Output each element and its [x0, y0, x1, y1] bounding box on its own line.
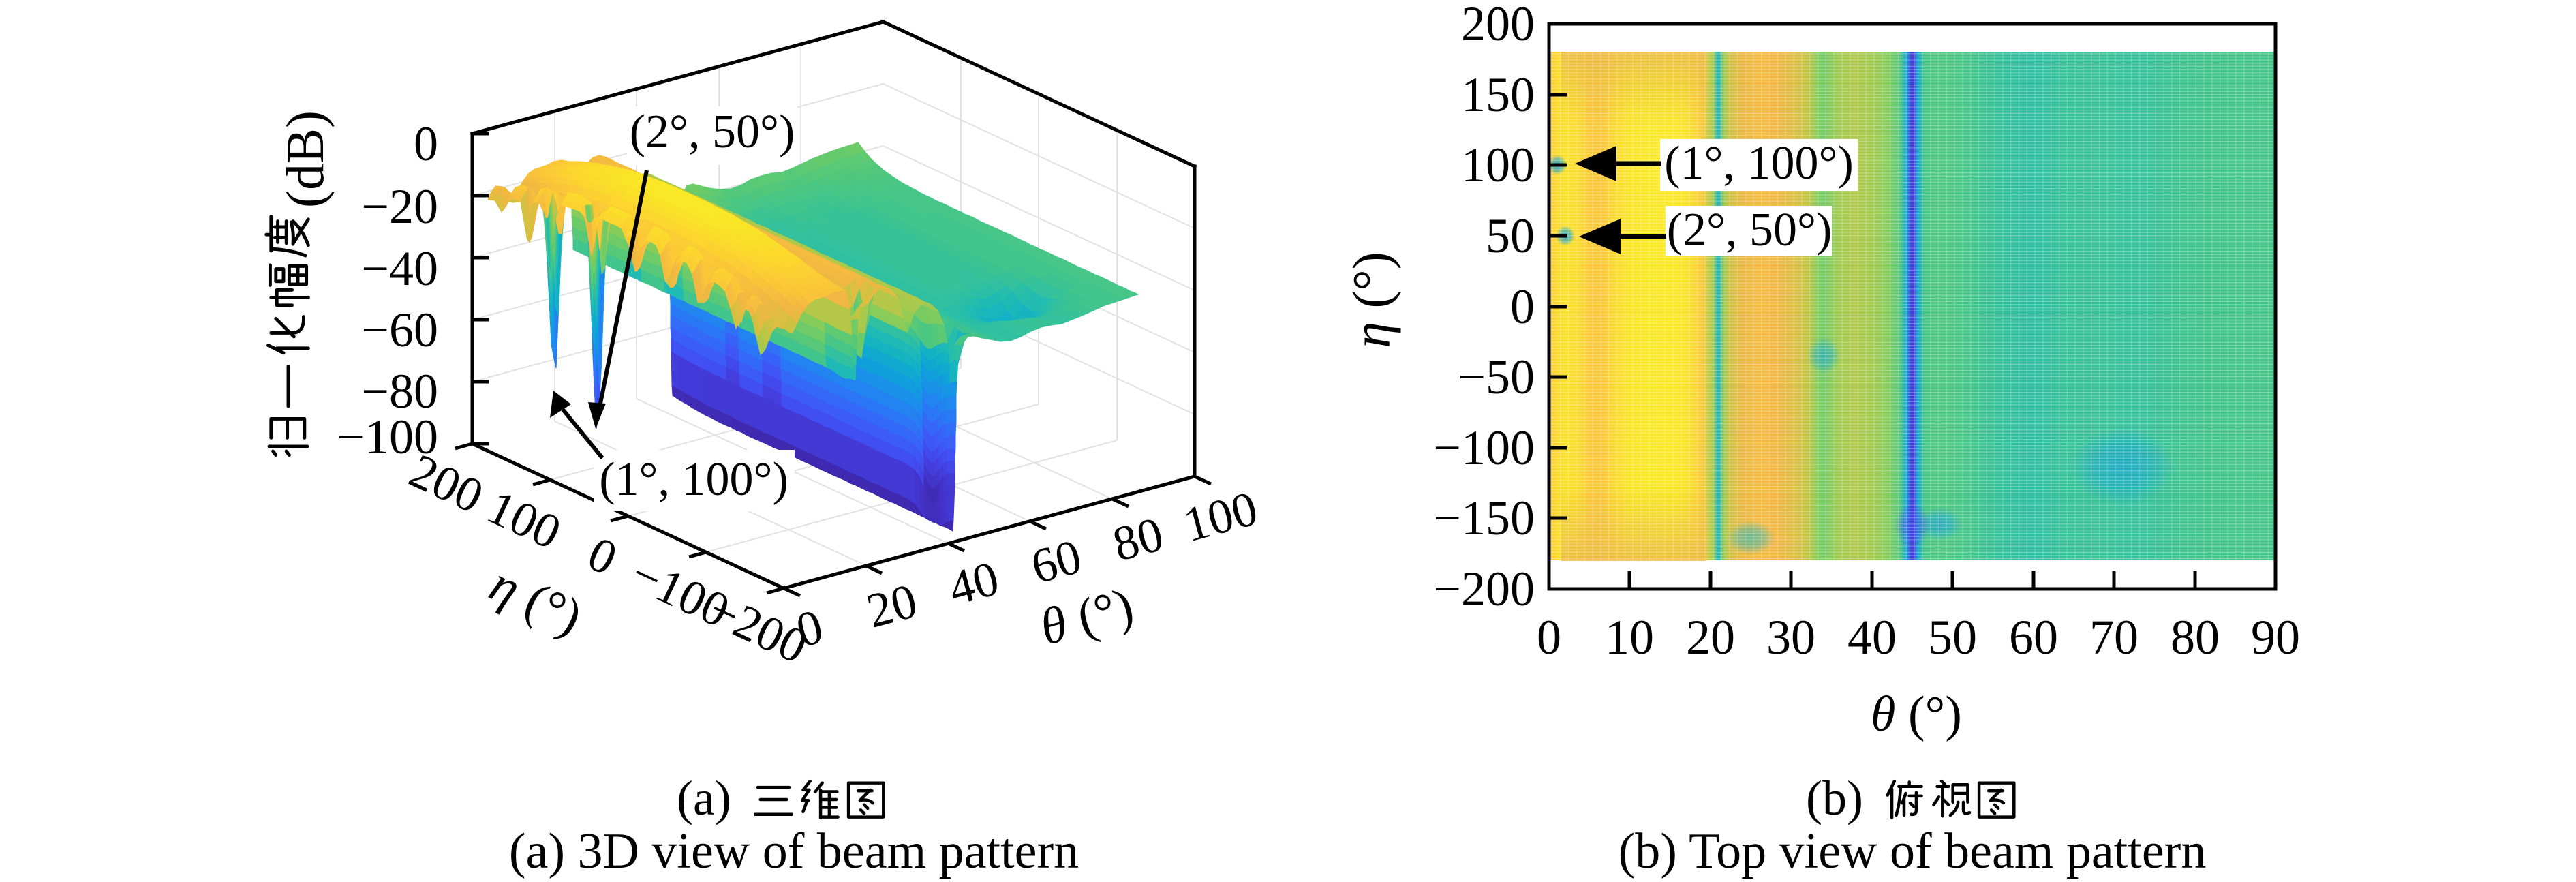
svg-text:70: 70 — [2089, 610, 2138, 665]
svg-text:−80: −80 — [361, 364, 438, 419]
svg-text:10: 10 — [1605, 610, 1654, 665]
svg-text:(1°, 100°): (1°, 100°) — [1664, 137, 1854, 189]
svg-text:−20: −20 — [361, 179, 438, 234]
svg-text:0: 0 — [580, 526, 625, 586]
svg-text:0: 0 — [414, 117, 438, 171]
svg-text:100: 100 — [479, 479, 569, 560]
svg-text:−150: −150 — [1433, 491, 1535, 545]
svg-text:−100: −100 — [1433, 421, 1535, 475]
svg-text:60: 60 — [1026, 529, 1087, 594]
svg-text:(dB): (dB) — [275, 110, 335, 208]
svg-text:30: 30 — [1766, 610, 1815, 665]
svg-text:(a) 3D view of beam pattern: (a) 3D view of beam pattern — [509, 823, 1079, 879]
svg-text:η (°): η (°) — [1342, 252, 1401, 348]
svg-text:80: 80 — [2171, 610, 2220, 665]
svg-text:(2°, 50°): (2°, 50°) — [1667, 204, 1833, 256]
svg-text:(1°, 100°): (1°, 100°) — [599, 453, 788, 506]
svg-text:150: 150 — [1461, 67, 1535, 122]
svg-text:(b) Top view of beam pattern: (b) Top view of beam pattern — [1619, 823, 2207, 879]
svg-text:0: 0 — [1537, 610, 1561, 665]
svg-text:20: 20 — [861, 573, 923, 639]
svg-text:(2°, 50°): (2°, 50°) — [630, 106, 795, 158]
svg-text:(a): (a) — [677, 771, 731, 825]
svg-text:−60: −60 — [361, 303, 438, 357]
svg-text:60: 60 — [2009, 610, 2058, 665]
svg-text:80: 80 — [1107, 506, 1169, 572]
svg-text:200: 200 — [1461, 0, 1535, 51]
svg-text:η (°): η (°) — [481, 555, 590, 646]
svg-text:(b): (b) — [1806, 771, 1863, 825]
svg-text:20: 20 — [1686, 610, 1735, 665]
svg-text:0: 0 — [1510, 279, 1535, 334]
svg-text:100: 100 — [1461, 138, 1535, 192]
svg-text:θ (°): θ (°) — [1871, 686, 1962, 742]
svg-text:−200: −200 — [1433, 562, 1535, 616]
svg-text:50: 50 — [1486, 209, 1535, 263]
svg-text:90: 90 — [2251, 610, 2300, 665]
svg-text:40: 40 — [943, 551, 1005, 616]
svg-text:40: 40 — [1847, 610, 1897, 665]
svg-text:−50: −50 — [1458, 350, 1535, 404]
svg-text:−100: −100 — [337, 410, 438, 464]
svg-text:−40: −40 — [361, 241, 438, 296]
svg-text:50: 50 — [1928, 610, 1977, 665]
svg-text:100: 100 — [1178, 481, 1263, 552]
